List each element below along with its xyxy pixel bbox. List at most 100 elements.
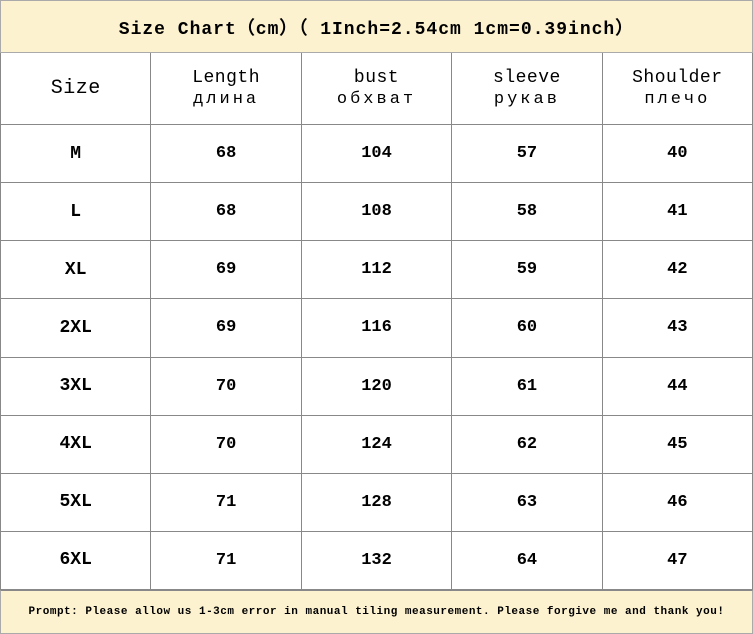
cell-size: M [1, 125, 151, 182]
cell-sleeve: 57 [452, 125, 602, 182]
cell-bust: 108 [302, 183, 452, 240]
cell-length: 69 [151, 299, 301, 356]
cell-bust: 112 [302, 241, 452, 298]
cell-length: 70 [151, 416, 301, 473]
cell-length: 68 [151, 125, 301, 182]
cell-size: L [1, 183, 151, 240]
cell-size: 6XL [1, 532, 151, 589]
cell-length-value: 69 [216, 260, 236, 279]
cell-length-value: 70 [216, 435, 236, 454]
cell-size-value: L [70, 202, 81, 222]
cell-sleeve-value: 57 [517, 144, 537, 163]
col-header-shoulder-label: Shoulder [632, 68, 722, 88]
col-header-bust-sub: обхват [337, 90, 416, 109]
cell-size-value: 3XL [60, 376, 92, 396]
size-table: Size Length длина bust обхват sleeve рук… [0, 53, 753, 590]
cell-bust-value: 124 [361, 435, 392, 454]
cell-sleeve-value: 58 [517, 202, 537, 221]
cell-bust: 128 [302, 474, 452, 531]
cell-bust: 132 [302, 532, 452, 589]
cell-sleeve: 61 [452, 358, 602, 415]
cell-bust-value: 128 [361, 493, 392, 512]
cell-shoulder: 47 [603, 532, 752, 589]
cell-sleeve-value: 64 [517, 551, 537, 570]
cell-sleeve: 64 [452, 532, 602, 589]
cell-length: 68 [151, 183, 301, 240]
cell-bust: 116 [302, 299, 452, 356]
cell-shoulder-value: 45 [667, 435, 687, 454]
cell-sleeve: 60 [452, 299, 602, 356]
cell-shoulder-value: 43 [667, 318, 687, 337]
cell-length: 71 [151, 474, 301, 531]
cell-shoulder: 41 [603, 183, 752, 240]
cell-shoulder-value: 44 [667, 377, 687, 396]
col-header-bust-label: bust [354, 68, 399, 88]
cell-shoulder-value: 40 [667, 144, 687, 163]
cell-size: 4XL [1, 416, 151, 473]
col-header-size: Size [1, 53, 151, 124]
cell-size: XL [1, 241, 151, 298]
cell-sleeve-value: 63 [517, 493, 537, 512]
cell-length: 69 [151, 241, 301, 298]
cell-size-value: XL [65, 260, 87, 280]
col-header-length-label: Length [192, 68, 260, 88]
cell-bust-value: 112 [361, 260, 392, 279]
cell-bust-value: 132 [361, 551, 392, 570]
table-row: 5XL 71 128 63 46 [1, 474, 752, 532]
cell-length-value: 71 [216, 551, 236, 570]
cell-shoulder-value: 46 [667, 493, 687, 512]
cell-shoulder-value: 47 [667, 551, 687, 570]
cell-length: 70 [151, 358, 301, 415]
cell-size-value: 4XL [60, 434, 92, 454]
cell-size: 3XL [1, 358, 151, 415]
col-header-shoulder-sub: плечо [644, 90, 710, 109]
cell-bust: 104 [302, 125, 452, 182]
cell-sleeve: 63 [452, 474, 602, 531]
col-header-sleeve-label: sleeve [493, 68, 561, 88]
table-row: L 68 108 58 41 [1, 183, 752, 241]
cell-shoulder-value: 41 [667, 202, 687, 221]
cell-length-value: 68 [216, 202, 236, 221]
table-row: 3XL 70 120 61 44 [1, 358, 752, 416]
table-row: XL 69 112 59 42 [1, 241, 752, 299]
size-chart-container: Size Chart（cm）（ 1Inch=2.54cm 1cm=0.39inc… [0, 0, 753, 634]
chart-title: Size Chart（cm）（ 1Inch=2.54cm 1cm=0.39inc… [0, 0, 753, 53]
col-header-length: Length длина [151, 53, 301, 124]
cell-length-value: 71 [216, 493, 236, 512]
prompt-footer: Prompt: Please allow us 1-3cm error in m… [0, 590, 753, 634]
table-row: 2XL 69 116 60 43 [1, 299, 752, 357]
cell-shoulder: 43 [603, 299, 752, 356]
col-header-size-label: Size [51, 77, 101, 100]
cell-bust-value: 104 [361, 144, 392, 163]
cell-bust: 124 [302, 416, 452, 473]
table-header-row: Size Length длина bust обхват sleeve рук… [1, 53, 752, 125]
col-header-bust: bust обхват [302, 53, 452, 124]
cell-shoulder: 46 [603, 474, 752, 531]
cell-bust-value: 116 [361, 318, 392, 337]
cell-bust-value: 108 [361, 202, 392, 221]
cell-shoulder: 40 [603, 125, 752, 182]
cell-size-value: 5XL [60, 492, 92, 512]
cell-sleeve: 59 [452, 241, 602, 298]
table-row: 4XL 70 124 62 45 [1, 416, 752, 474]
cell-sleeve-value: 61 [517, 377, 537, 396]
cell-size-value: 2XL [60, 318, 92, 338]
cell-length-value: 69 [216, 318, 236, 337]
cell-shoulder: 44 [603, 358, 752, 415]
cell-bust: 120 [302, 358, 452, 415]
cell-size: 2XL [1, 299, 151, 356]
cell-size-value: M [70, 144, 81, 164]
col-header-shoulder: Shoulder плечо [603, 53, 752, 124]
table-row: M 68 104 57 40 [1, 125, 752, 183]
col-header-sleeve-sub: рукав [494, 90, 560, 109]
cell-shoulder: 42 [603, 241, 752, 298]
cell-length-value: 70 [216, 377, 236, 396]
cell-sleeve-value: 60 [517, 318, 537, 337]
cell-length-value: 68 [216, 144, 236, 163]
cell-sleeve-value: 62 [517, 435, 537, 454]
cell-sleeve-value: 59 [517, 260, 537, 279]
col-header-sleeve: sleeve рукав [452, 53, 602, 124]
cell-sleeve: 58 [452, 183, 602, 240]
cell-bust-value: 120 [361, 377, 392, 396]
cell-shoulder: 45 [603, 416, 752, 473]
